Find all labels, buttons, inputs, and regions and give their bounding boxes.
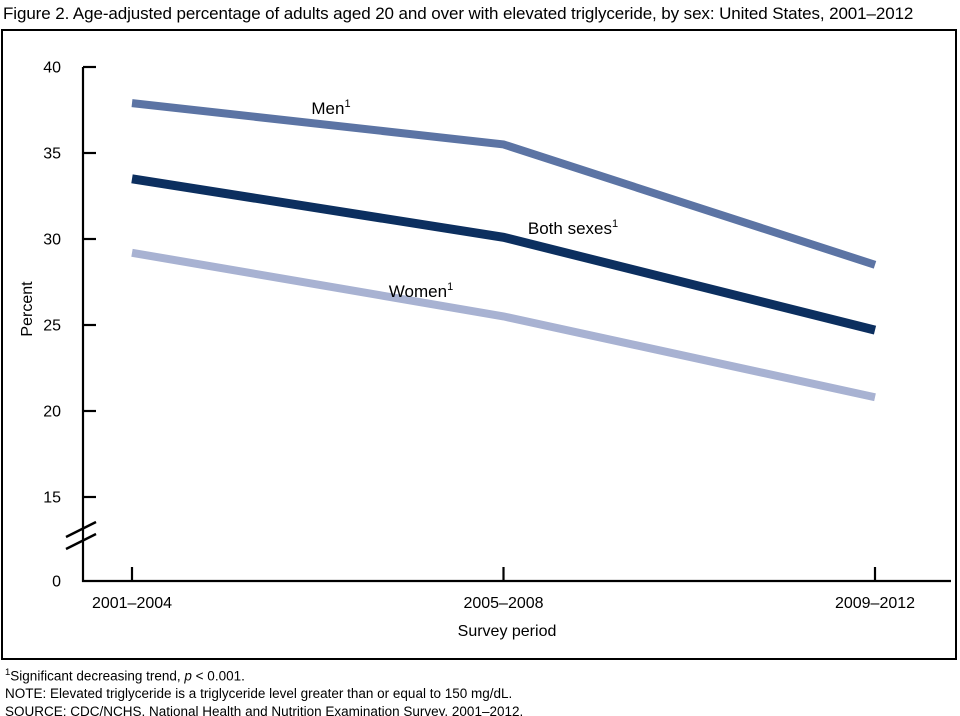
figure-title: Figure 2. Age-adjusted percentage of adu… bbox=[3, 4, 914, 23]
line-chart: 40 35 30 25 20 15 0 2001–2004 2005–2008 2009–2012… bbox=[19, 60, 951, 640]
footnote-marker: 1 bbox=[5, 667, 11, 678]
axis-break-icon bbox=[65, 520, 97, 539]
x-tick-label: 2005–2008 bbox=[463, 595, 543, 612]
series-label-men: Men1 bbox=[311, 98, 350, 118]
series-line-men bbox=[131, 99, 877, 269]
x-tick-label: 2009–2012 bbox=[835, 595, 915, 612]
chart-frame: 40 35 30 25 20 15 0 2001–2004 2005–2008 2009–2012… bbox=[1, 29, 957, 660]
series-label-both-sexes: Both sexes1 bbox=[528, 218, 618, 238]
axis-break-icon bbox=[65, 532, 97, 551]
y-tick-label: 25 bbox=[43, 318, 61, 335]
footnote-source: SOURCE: CDC/NCHS, National Health and Nu… bbox=[5, 703, 524, 716]
y-tick-label: 30 bbox=[43, 232, 61, 249]
x-tick-label: 2001–2004 bbox=[92, 595, 172, 612]
footnotes: 1Significant decreasing trend, p < 0.001… bbox=[5, 664, 523, 716]
y-axis-title: Percent bbox=[19, 281, 36, 337]
footnote-p-italic: p bbox=[184, 668, 192, 684]
footnote-significance-tail: < 0.001. bbox=[191, 668, 245, 684]
y-tick-label: 35 bbox=[43, 146, 61, 163]
y-tick-label: 20 bbox=[43, 404, 61, 421]
x-axis-title: Survey period bbox=[458, 623, 557, 640]
y-tick-label: 15 bbox=[43, 490, 61, 507]
y-tick-label-zero: 0 bbox=[52, 574, 61, 591]
series-line-both-sexes bbox=[131, 174, 877, 335]
series-line-women bbox=[131, 248, 876, 402]
footnote-note: NOTE: Elevated triglyceride is a triglyc… bbox=[5, 686, 513, 702]
footnote-significance: 1Significant decreasing trend, p < 0.001… bbox=[5, 664, 523, 685]
footnote-significance-text: Significant decreasing trend, bbox=[10, 668, 185, 684]
series-label-women: Women1 bbox=[389, 281, 453, 301]
y-tick-label: 40 bbox=[43, 60, 61, 77]
